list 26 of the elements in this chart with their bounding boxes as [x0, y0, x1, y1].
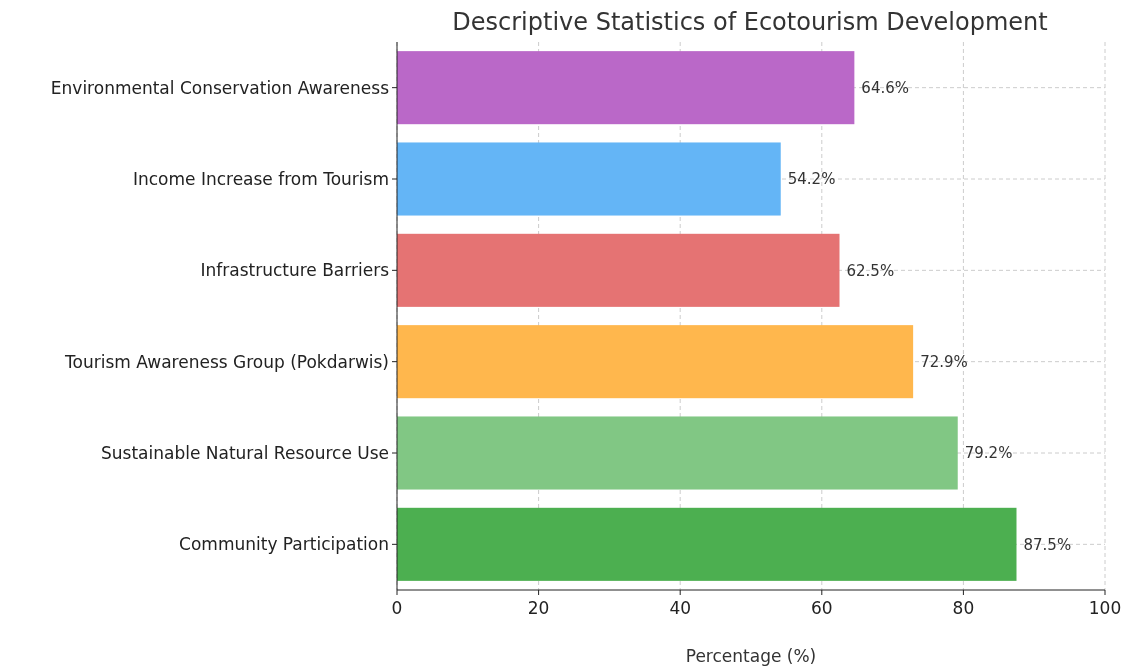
data-label: 62.5%	[846, 261, 895, 280]
y-tick-label: Tourism Awareness Group (Pokdarwis)	[64, 351, 389, 372]
bar	[397, 142, 781, 216]
y-tick-label: Community Participation	[179, 534, 389, 555]
data-label: 79.2%	[964, 444, 1013, 463]
x-tick-label: 0	[391, 598, 403, 618]
chart-title: Descriptive Statistics of Ecotourism Development	[452, 8, 1048, 36]
bar	[397, 51, 855, 125]
y-tick-label: Environmental Conservation Awareness	[50, 77, 390, 98]
data-label: 72.9%	[920, 352, 968, 371]
y-tick-label: Income Increase from Tourism	[132, 168, 389, 189]
bar	[397, 233, 840, 307]
x-tick-label: 60	[810, 598, 833, 618]
x-tick-label: 100	[1088, 598, 1122, 618]
x-tick-label: 80	[952, 598, 975, 618]
x-axis-title: Percentage (%)	[685, 646, 817, 666]
data-label: 54.2%	[787, 170, 836, 189]
x-tick-label: 40	[669, 598, 692, 618]
bar	[397, 416, 958, 490]
y-tick-label: Sustainable Natural Resource Use	[100, 442, 389, 463]
data-label: 87.5%	[1023, 535, 1072, 554]
y-tick-label: Infrastructure Barriers	[200, 260, 390, 281]
x-tick-label: 20	[527, 598, 550, 618]
data-label: 64.6%	[861, 78, 910, 97]
bar	[397, 507, 1017, 581]
bar	[397, 325, 914, 399]
